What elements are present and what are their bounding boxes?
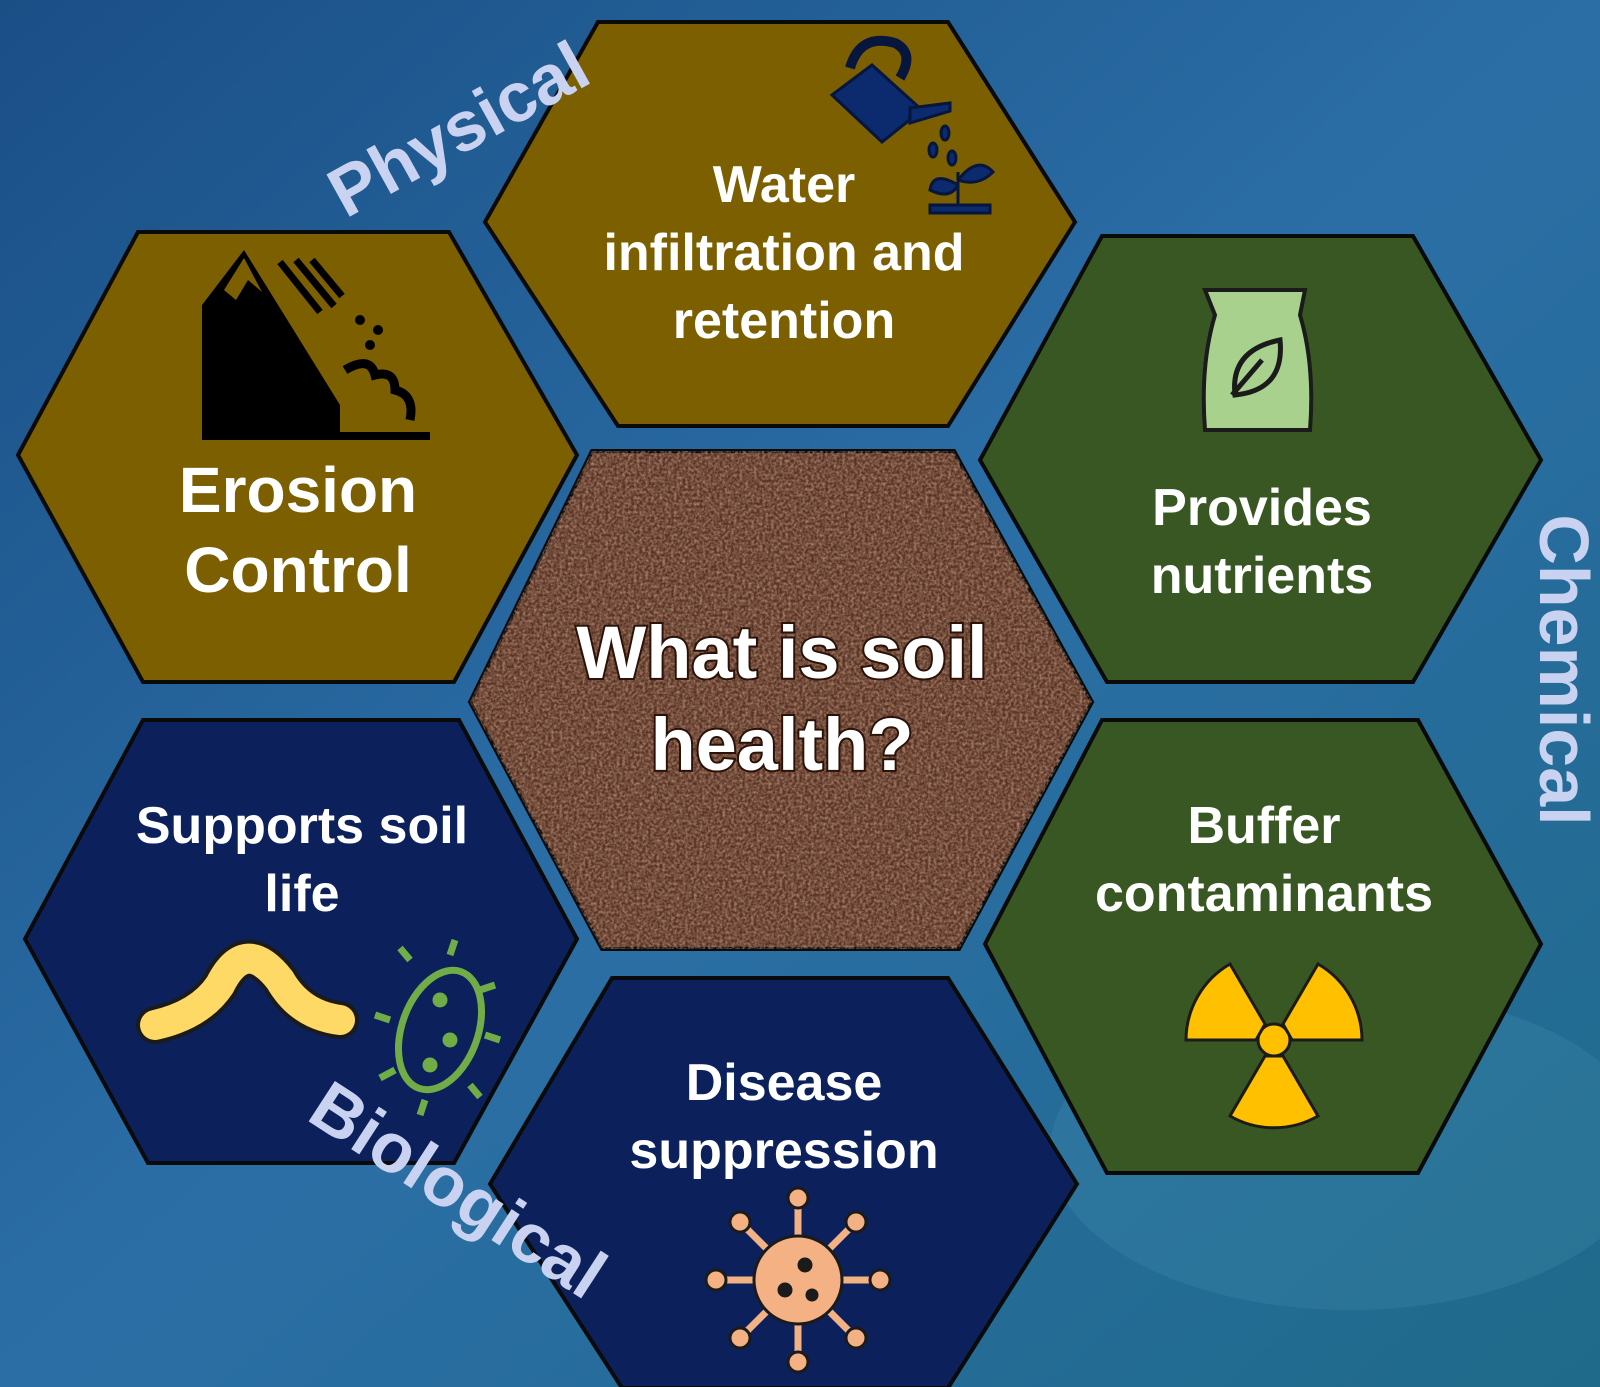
hexagon-label: Erosion	[179, 454, 417, 526]
hexagon-soil-life-text: Supports soil life	[136, 797, 468, 923]
hexagon-label: Provides	[1152, 479, 1372, 537]
hexagon-water-text: Water infiltration and retention	[603, 156, 964, 350]
hexagon-contaminants-text: Buffer contaminants	[1095, 797, 1433, 923]
hexagon-label: Control	[184, 534, 412, 606]
hexagon-nutrients-text: Provides nutrients	[1151, 479, 1373, 605]
hexagon-water	[482, 20, 1078, 428]
hexagon-label: Water	[713, 156, 856, 214]
fertilizer-bag-icon	[1201, 288, 1314, 432]
hexagon-label: Buffer	[1187, 797, 1340, 855]
hexagon-soil-life	[22, 718, 580, 1165]
hexagon-nutrients	[977, 234, 1544, 684]
hexagon-erosion-text: Erosion Control	[179, 454, 417, 606]
hexagon-label: Supports soil	[136, 797, 468, 855]
watering-can-icon	[829, 35, 996, 215]
hexagon-erosion	[15, 230, 580, 684]
worm-icon	[136, 939, 359, 1044]
hexagon-label: nutrients	[1151, 547, 1373, 605]
bacteria-icon	[373, 938, 502, 1117]
center-title: health?	[650, 703, 913, 786]
center-title: What is soil	[576, 611, 987, 694]
virus-icon	[704, 1186, 892, 1374]
center-text: What is soil health?	[574, 609, 989, 788]
hexagon-label: suppression	[629, 1122, 938, 1180]
hexagon-disease-text: Disease suppression	[629, 1054, 938, 1180]
radiation-icon	[1184, 961, 1364, 1130]
landslide-icon	[202, 250, 430, 440]
hexagon-label: contaminants	[1095, 865, 1433, 923]
soil-texture	[470, 451, 1092, 949]
hexagon-label: Disease	[686, 1054, 883, 1112]
hexagon-contaminants	[982, 718, 1544, 1175]
hexagon-label: life	[264, 865, 339, 923]
dimension-label: Chemical	[1525, 514, 1600, 825]
hexagon-disease	[487, 976, 1080, 1387]
hexagon-label: retention	[673, 292, 895, 350]
hexagon-label: infiltration and	[603, 224, 964, 282]
